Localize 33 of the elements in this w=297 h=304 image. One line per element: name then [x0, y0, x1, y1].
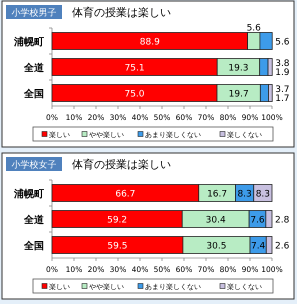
chart-title: 体育の授業は楽しい	[72, 6, 171, 19]
data-label: 19.3	[228, 64, 248, 74]
data-label: 2.8	[275, 216, 290, 226]
data-label: 8.3	[237, 190, 252, 200]
data-label: 30.5	[206, 242, 226, 252]
y-tick-label: 全国	[23, 88, 44, 100]
y-tick-label: 全道	[23, 214, 45, 226]
y-tick-label: 浦幌町	[13, 188, 44, 200]
chart-subtitle: 小学校女子	[12, 160, 56, 170]
data-label: 75.0	[124, 90, 145, 100]
data-label: 19.7	[228, 90, 249, 100]
data-label: 75.1	[124, 64, 145, 74]
data-label: 16.7	[207, 190, 228, 200]
data-label: 30.4	[206, 216, 226, 226]
data-label: 3.7	[275, 85, 290, 95]
y-tick-label: 全国	[23, 240, 44, 252]
data-label: 1.9	[275, 68, 290, 78]
y-tick-label: 浦幌町	[13, 36, 44, 48]
chart-subtitle: 小学校男子	[12, 8, 56, 18]
y-tick-label: 全道	[23, 62, 45, 74]
data-label: 59.5	[107, 242, 128, 252]
data-label: 59.2	[107, 216, 128, 226]
data-label: 5.6	[246, 24, 262, 34]
data-label: 7.4	[250, 242, 266, 252]
data-label: 66.7	[115, 190, 136, 200]
data-label: 7.6	[250, 216, 265, 226]
data-label: 88.9	[140, 38, 160, 48]
data-label: 2.6	[275, 242, 290, 252]
data-label: 5.6	[275, 38, 290, 48]
data-label: 1.7	[275, 94, 290, 104]
data-label: 3.8	[275, 59, 290, 69]
data-label: 8.3	[256, 190, 270, 200]
chart-title: 体育の授業は楽しい	[72, 158, 171, 171]
